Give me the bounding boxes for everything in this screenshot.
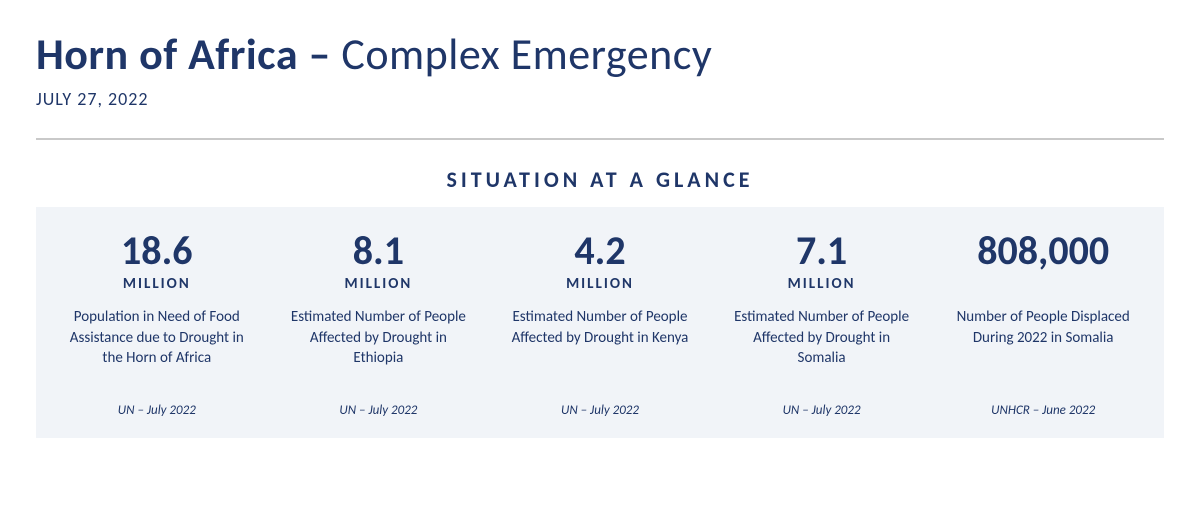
stat-card: 7.1 MILLION Estimated Number of People A… [711, 231, 933, 418]
page-title: Horn of Africa – Complex Emergency [36, 30, 1164, 78]
stat-unit: MILLION [280, 275, 478, 293]
stat-unit: MILLION [58, 275, 256, 293]
stat-desc: Estimated Number of People Affected by D… [280, 307, 478, 389]
stat-card: 8.1 MILLION Estimated Number of People A… [268, 231, 490, 418]
stat-unit [944, 275, 1142, 293]
report-date: JULY 27, 2022 [36, 88, 1164, 110]
title-bold: Horn of Africa – [36, 27, 331, 81]
stat-desc: Estimated Number of People Affected by D… [501, 307, 699, 389]
stat-source: UN – July 2022 [501, 403, 699, 418]
stat-source: UN – July 2022 [280, 403, 478, 418]
stat-desc: Population in Need of Food Assistance du… [58, 307, 256, 389]
stat-source: UN – July 2022 [723, 403, 921, 418]
stat-source: UNHCR – June 2022 [944, 403, 1142, 418]
stat-source: UN – July 2022 [58, 403, 256, 418]
stat-value: 18.6 [58, 231, 256, 271]
title-light: Complex Emergency [331, 27, 712, 81]
section-label: SITUATION AT A GLANCE [36, 166, 1164, 193]
stat-card: 808,000 Number of People Displaced Durin… [932, 231, 1154, 418]
stat-value: 4.2 [501, 231, 699, 271]
divider [36, 138, 1164, 140]
stat-unit: MILLION [723, 275, 921, 293]
stat-desc: Estimated Number of People Affected by D… [723, 307, 921, 389]
stat-unit: MILLION [501, 275, 699, 293]
stat-value: 8.1 [280, 231, 478, 271]
stat-card: 18.6 MILLION Population in Need of Food … [46, 231, 268, 418]
stat-value: 808,000 [944, 231, 1142, 271]
stat-card: 4.2 MILLION Estimated Number of People A… [489, 231, 711, 418]
stat-value: 7.1 [723, 231, 921, 271]
stats-panel: 18.6 MILLION Population in Need of Food … [36, 207, 1164, 438]
stat-desc: Number of People Displaced During 2022 i… [944, 307, 1142, 389]
